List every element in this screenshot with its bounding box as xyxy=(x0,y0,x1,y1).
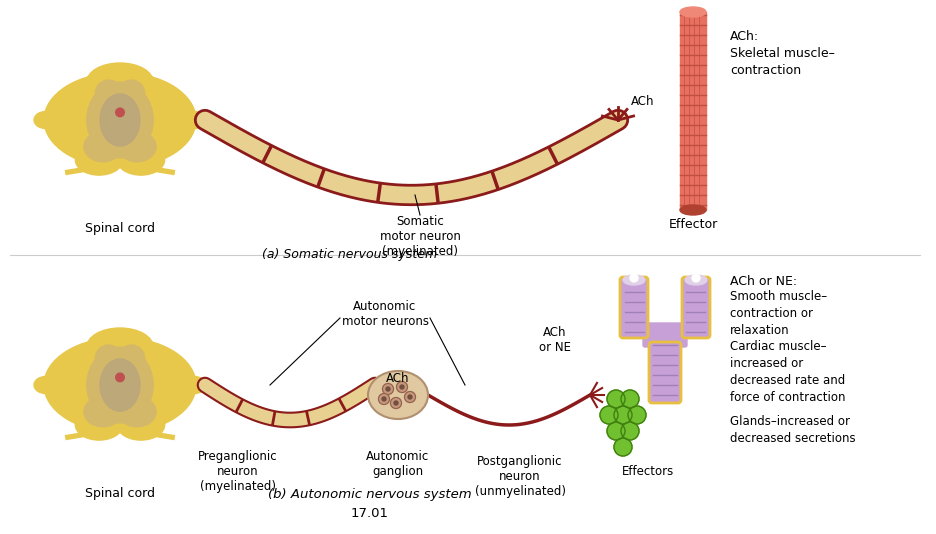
Text: (a) Somatic nervous system: (a) Somatic nervous system xyxy=(262,248,437,261)
Ellipse shape xyxy=(614,438,632,456)
Ellipse shape xyxy=(621,422,639,440)
Ellipse shape xyxy=(680,7,706,17)
Text: Glands–increased or
decreased secretions: Glands–increased or decreased secretions xyxy=(730,415,856,445)
Text: Postganglionic
neuron
(unmyelinated): Postganglionic neuron (unmyelinated) xyxy=(475,455,565,498)
Ellipse shape xyxy=(623,275,645,285)
Text: ACh: ACh xyxy=(631,95,654,108)
Ellipse shape xyxy=(100,94,140,146)
Ellipse shape xyxy=(394,401,398,405)
FancyBboxPatch shape xyxy=(643,323,687,347)
Ellipse shape xyxy=(183,376,206,394)
Ellipse shape xyxy=(116,108,124,116)
FancyBboxPatch shape xyxy=(620,277,648,338)
Ellipse shape xyxy=(76,145,123,175)
Ellipse shape xyxy=(368,371,428,419)
Ellipse shape xyxy=(84,131,122,162)
Text: Effectors: Effectors xyxy=(622,465,674,478)
Ellipse shape xyxy=(116,373,124,382)
FancyBboxPatch shape xyxy=(649,342,681,403)
Ellipse shape xyxy=(118,131,156,162)
Bar xyxy=(680,12,706,210)
Ellipse shape xyxy=(118,345,145,372)
Ellipse shape xyxy=(95,345,122,372)
Text: (b) Autonomic nervous system: (b) Autonomic nervous system xyxy=(269,488,472,501)
Ellipse shape xyxy=(628,406,646,424)
Text: ACh
or NE: ACh or NE xyxy=(539,326,571,354)
Ellipse shape xyxy=(692,274,700,282)
Ellipse shape xyxy=(386,387,390,391)
Ellipse shape xyxy=(84,396,122,427)
Ellipse shape xyxy=(400,385,404,389)
Ellipse shape xyxy=(118,396,156,427)
Ellipse shape xyxy=(117,410,165,440)
Ellipse shape xyxy=(87,82,154,158)
Ellipse shape xyxy=(378,394,389,404)
Text: ACh:
Skeletal muscle–
contraction: ACh: Skeletal muscle– contraction xyxy=(730,30,835,77)
Ellipse shape xyxy=(630,274,638,282)
Text: Somatic
motor neuron
(myelinated): Somatic motor neuron (myelinated) xyxy=(380,215,461,258)
Ellipse shape xyxy=(117,145,165,175)
Text: 17.01: 17.01 xyxy=(351,507,389,520)
Text: Cardiac muscle–
increased or
decreased rate and
force of contraction: Cardiac muscle– increased or decreased r… xyxy=(730,340,845,404)
Text: Smooth muscle–
contraction or
relaxation: Smooth muscle– contraction or relaxation xyxy=(730,290,827,337)
Ellipse shape xyxy=(87,328,154,366)
Text: Preganglionic
neuron
(myelinated): Preganglionic neuron (myelinated) xyxy=(198,450,278,493)
Text: ACh: ACh xyxy=(387,372,410,385)
Text: ACh or NE:: ACh or NE: xyxy=(730,275,797,288)
Ellipse shape xyxy=(34,376,58,394)
Ellipse shape xyxy=(607,422,625,440)
Ellipse shape xyxy=(404,391,416,403)
Text: Autonomic
motor neurons: Autonomic motor neurons xyxy=(342,300,429,328)
Ellipse shape xyxy=(95,80,122,107)
Ellipse shape xyxy=(621,390,639,408)
Ellipse shape xyxy=(34,112,58,129)
Ellipse shape xyxy=(408,395,412,399)
Ellipse shape xyxy=(118,80,145,107)
Ellipse shape xyxy=(680,205,706,215)
Ellipse shape xyxy=(685,275,707,285)
Ellipse shape xyxy=(87,63,154,101)
FancyBboxPatch shape xyxy=(682,277,710,338)
Text: Effector: Effector xyxy=(668,218,718,231)
Ellipse shape xyxy=(76,410,123,440)
Ellipse shape xyxy=(44,73,196,168)
Ellipse shape xyxy=(600,406,618,424)
Text: Spinal cord: Spinal cord xyxy=(85,487,155,500)
Ellipse shape xyxy=(390,397,402,409)
Ellipse shape xyxy=(614,406,632,424)
Ellipse shape xyxy=(397,381,407,392)
Ellipse shape xyxy=(87,347,154,423)
Text: Autonomic
ganglion: Autonomic ganglion xyxy=(366,450,430,478)
Ellipse shape xyxy=(383,383,393,395)
Ellipse shape xyxy=(183,112,206,129)
Ellipse shape xyxy=(382,397,386,401)
Ellipse shape xyxy=(607,390,625,408)
Text: Spinal cord: Spinal cord xyxy=(85,222,155,235)
Ellipse shape xyxy=(44,337,196,433)
Ellipse shape xyxy=(100,359,140,411)
